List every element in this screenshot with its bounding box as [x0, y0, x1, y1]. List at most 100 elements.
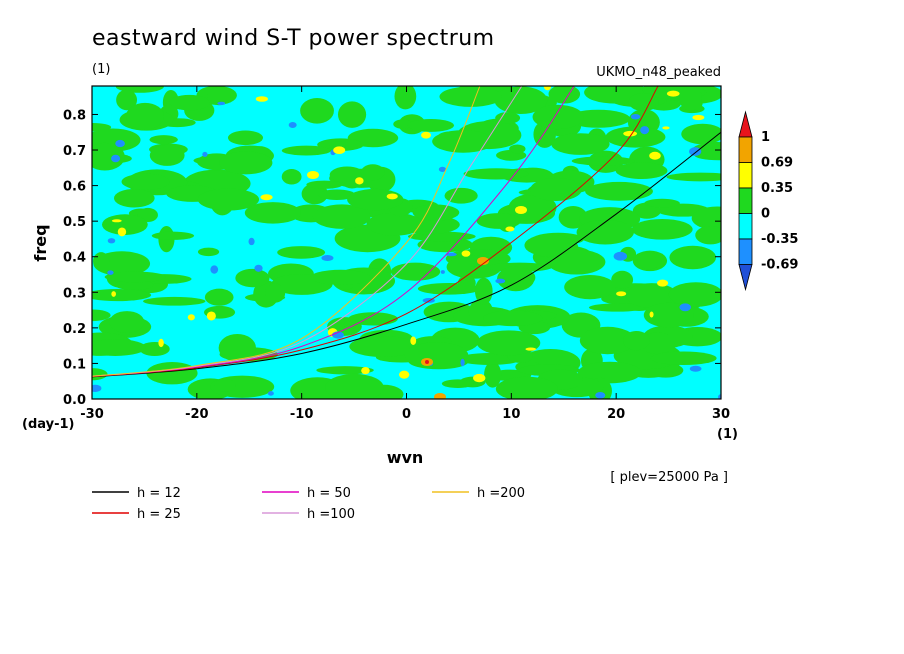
dispersion-curve: [92, 131, 721, 378]
legend: h = 12 h = 25 h = 50 h =100 h =200: [92, 486, 525, 522]
heatmap-cell: [577, 361, 642, 384]
heatmap-cell: [695, 225, 721, 245]
heatmap-cell: [264, 283, 286, 303]
x-tick-label: 20: [607, 407, 625, 422]
heatmap-cell: [650, 351, 717, 366]
heatmap-cell: [679, 86, 702, 111]
legend-label: h = 25: [137, 507, 181, 522]
heatmap-cell: [681, 123, 721, 145]
heatmap-cell: [321, 254, 334, 261]
heatmap-cell: [151, 231, 195, 240]
colorbar-max-arrow: [738, 110, 753, 138]
heatmap-cell: [637, 252, 662, 270]
colorbar-label: 0.35: [761, 181, 793, 196]
heatmap-cell: [666, 172, 721, 182]
heatmap-cell: [348, 312, 398, 326]
heatmap-cell: [219, 151, 273, 175]
heatmap-cell: [114, 279, 154, 291]
heatmap-cell: [543, 86, 552, 91]
heatmap-cell: [495, 278, 506, 284]
heatmap-cell: [217, 101, 226, 106]
heatmap-cell: [666, 90, 680, 97]
heatmap-cell: [483, 310, 543, 327]
heatmap-cell: [92, 289, 152, 302]
heatmap-cell: [524, 234, 574, 257]
heatmap-cell: [631, 218, 693, 240]
heatmap-cell: [434, 393, 446, 399]
colorbar-segment: [738, 187, 753, 214]
heatmap-cell: [689, 147, 702, 156]
heatmap-cell: [214, 379, 236, 392]
heatmap-cell: [508, 193, 557, 222]
y-tick-label: 0.4: [63, 251, 86, 266]
heatmap-cell: [445, 252, 457, 257]
heatmap-cell: [611, 270, 634, 289]
level-note: [ plev=25000 Pa ]: [610, 470, 728, 485]
heatmap-cell: [361, 366, 370, 375]
heatmap-cell: [197, 188, 260, 211]
heatmap-cell: [640, 126, 650, 135]
heatmap-cell: [718, 394, 721, 399]
heatmap-cell: [288, 121, 297, 128]
dispersion-curve: [92, 86, 523, 377]
heatmap-cell: [333, 146, 346, 154]
heatmap-cell: [412, 204, 460, 221]
heatmap-cell: [355, 177, 364, 185]
x-tick-label: -10: [290, 407, 314, 422]
heatmap-cell: [558, 206, 588, 229]
heatmap-cell: [277, 246, 326, 259]
heatmap-cell: [104, 271, 167, 283]
heatmap-cell: [689, 365, 702, 372]
heatmap-cell: [579, 326, 636, 355]
heatmap-cell: [476, 330, 541, 356]
heatmap-cell: [310, 269, 371, 285]
heatmap-cell: [102, 214, 148, 235]
heatmap-cell: [115, 139, 125, 148]
y-tick-label: 0.7: [63, 144, 86, 159]
heatmap-cell: [668, 282, 721, 307]
heatmap-cell: [92, 309, 111, 322]
heatmap-cell: [204, 288, 234, 306]
colorbar-segment: [738, 238, 753, 265]
chart-title: eastward wind S-T power spectrum: [92, 26, 495, 51]
model-label: UKMO_n48_peaked: [596, 65, 721, 80]
heatmap-cell: [421, 131, 431, 139]
heatmap-cell: [438, 166, 447, 172]
heatmap-cell: [548, 86, 581, 104]
heatmap-cell: [649, 151, 661, 160]
heatmap-cell: [281, 145, 331, 156]
y-tick-label: 0.6: [63, 180, 86, 195]
heatmap-cell: [644, 198, 680, 208]
legend-label: h =100: [307, 507, 355, 522]
heatmap-cell: [622, 330, 650, 351]
heatmap-cell: [495, 112, 521, 124]
heatmap-cell: [473, 373, 486, 383]
heatmap-cell: [657, 279, 669, 287]
colorbar: 1 0.69 0.35 0 -0.35 -0.69: [738, 110, 798, 292]
heatmap-cell: [515, 206, 527, 214]
x-tick-label: 30: [712, 407, 730, 422]
heatmap-cell: [111, 219, 122, 223]
heatmap-cell: [441, 379, 474, 388]
y-units-label: (day-1): [22, 417, 74, 432]
heatmap-cell: [255, 96, 268, 102]
heatmap-cell: [117, 227, 127, 237]
heatmap-cell: [605, 126, 666, 148]
heatmap-cell: [398, 370, 410, 379]
x-tick-label: 10: [502, 407, 520, 422]
heatmap-cell: [425, 360, 429, 364]
heatmap-cell: [457, 274, 476, 292]
heatmap-cell: [457, 353, 522, 365]
heatmap-cell: [626, 283, 678, 308]
dispersion-curve: [92, 86, 659, 378]
x-tick-label: -30: [80, 407, 104, 422]
colorbar-segment: [738, 136, 753, 163]
heatmap-cell: [461, 250, 471, 257]
heatmap-cell: [404, 342, 469, 369]
heatmap-cell: [394, 86, 417, 110]
heatmap-cell: [692, 114, 705, 121]
heatmap-cell: [158, 338, 164, 348]
x-axis: -30 -20 -10 0 10 20 30: [80, 86, 730, 422]
heatmap-cell: [202, 151, 208, 158]
heatmap-cell: [588, 303, 647, 312]
